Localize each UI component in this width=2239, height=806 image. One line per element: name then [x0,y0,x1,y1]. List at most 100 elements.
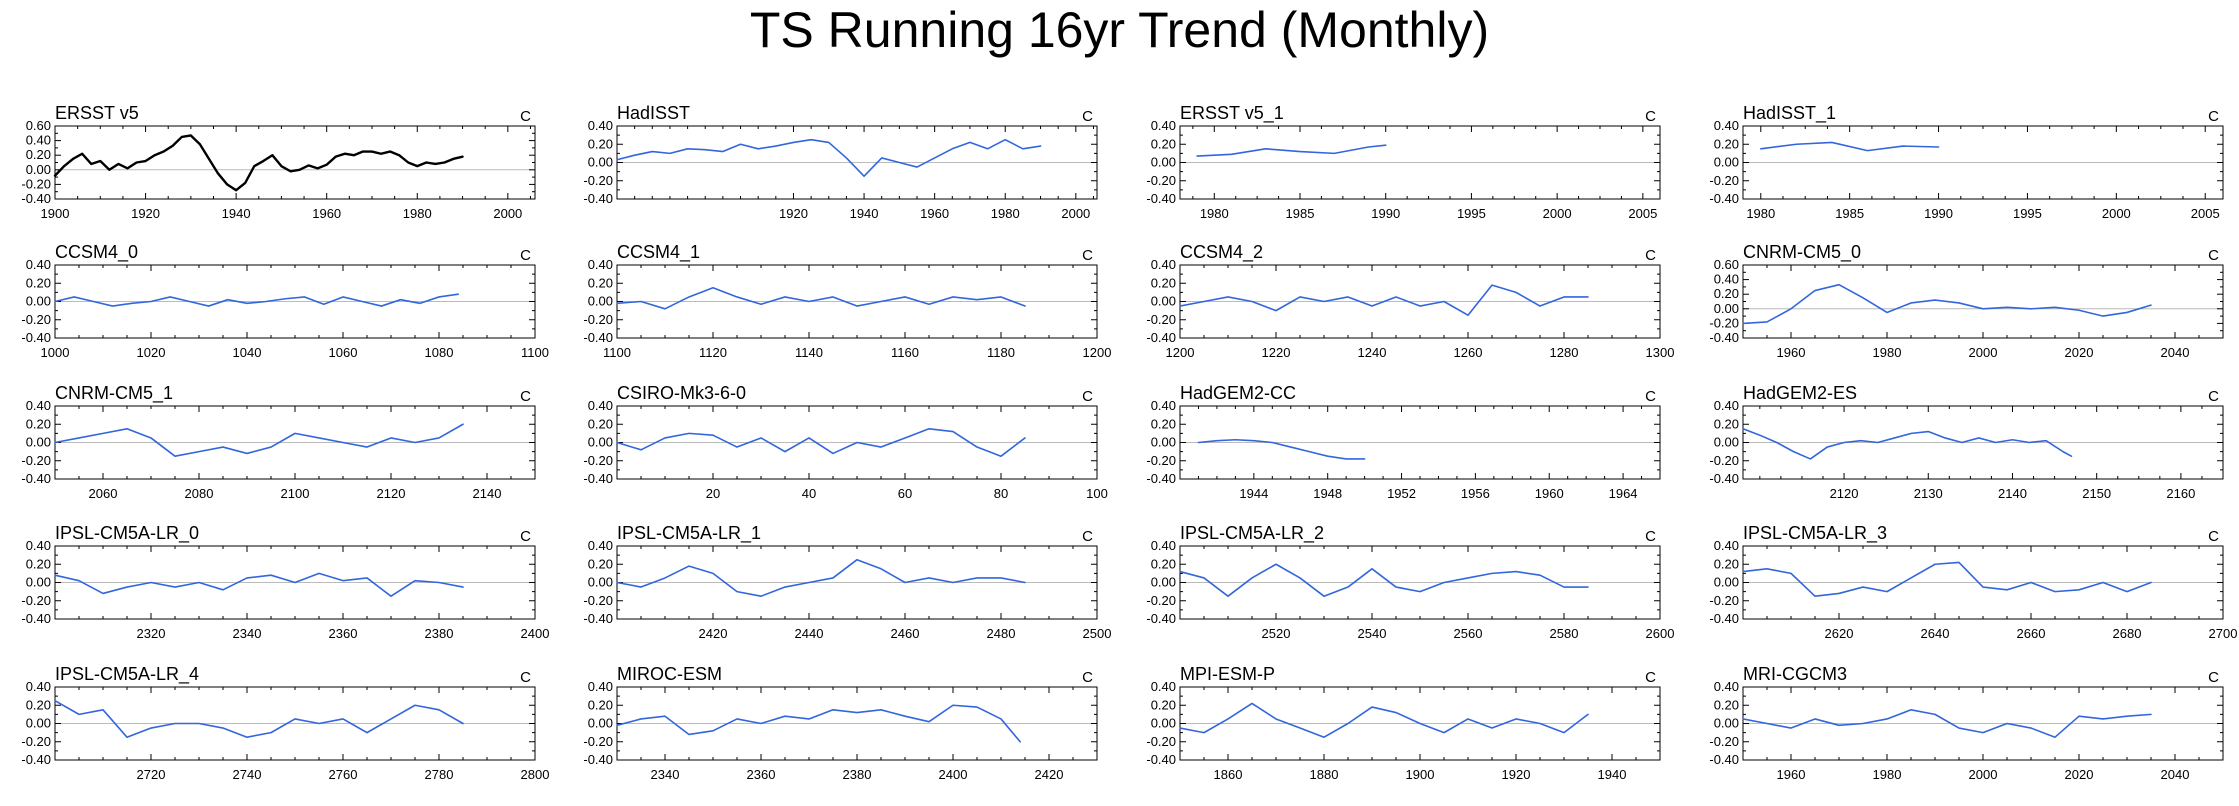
x-tick-label: 1960 [312,206,341,221]
y-tick-label: 0.40 [588,398,613,413]
x-tick-label: 1980 [1873,345,1902,360]
plot-frame [54,125,536,200]
x-tick-label: 2140 [1998,486,2027,501]
y-tick-label: 0.00 [588,575,613,590]
y-tick-label: 0.20 [1714,416,1739,431]
x-tick-label: 1900 [41,206,70,221]
x-tick-label: 2100 [281,486,310,501]
x-tick-label: 100 [1086,486,1108,501]
x-tick-label: 1040 [233,345,262,360]
panel-title: IPSL-CM5A-LR_3 [1743,523,1887,544]
y-tick-label: 0.20 [588,275,613,290]
x-tick-label: 1990 [1924,206,1953,221]
x-tick-label: 1100 [521,345,549,360]
y-tick-label: -0.40 [1146,330,1176,345]
plot-frame [1742,264,2224,339]
x-tick-label: 1990 [1371,206,1400,221]
y-tick-label: -0.20 [583,734,613,749]
y-tick-label: 0.40 [1151,398,1176,413]
unit-label: C [520,247,531,264]
x-tick-label: 2140 [473,486,502,501]
unit-label: C [1082,528,1093,545]
x-tick-label: 1985 [1286,206,1315,221]
x-tick-label: 1952 [1387,486,1416,501]
y-tick-label: -0.20 [21,176,51,191]
y-tick-label: 0.40 [26,133,51,148]
y-tick-label: 0.40 [1714,118,1739,133]
x-tick-label: 1860 [1214,767,1243,782]
x-tick-label: 2020 [2065,767,2094,782]
y-tick-label: -0.40 [583,191,613,206]
x-tick-label: 1964 [1609,486,1638,501]
x-tick-label: 2005 [1628,206,1657,221]
panel-title: HadISST [617,103,690,123]
y-tick-label: 0.40 [588,257,613,272]
y-tick-label: 0.20 [1714,697,1739,712]
y-tick-label: 0.40 [588,538,613,553]
x-tick-label: 2640 [1921,626,1950,641]
y-tick-label: 0.00 [26,716,51,731]
series-line [54,699,464,738]
y-tick-label: -0.20 [1146,173,1176,188]
x-tick-label: 1940 [850,206,879,221]
y-tick-label: -0.40 [1146,611,1176,626]
y-tick-label: 0.20 [1151,416,1176,431]
x-tick-label: 2060 [89,486,118,501]
x-tick-label: 1980 [991,206,1020,221]
y-tick-label: -0.40 [1146,752,1176,767]
x-tick-label: 2120 [377,486,406,501]
x-tick-label: 1220 [1262,345,1291,360]
y-tick-label: 0.00 [1151,716,1176,731]
x-tick-label: 1080 [425,345,454,360]
y-tick-label: -0.40 [1709,752,1739,767]
y-tick-label: -0.40 [583,611,613,626]
panel-title: MPI-ESM-P [1180,664,1275,684]
series-line [54,423,464,457]
unit-label: C [1082,388,1093,405]
y-tick-label: 0.40 [1151,118,1176,133]
x-tick-label: 1900 [1406,767,1435,782]
x-tick-label: 1260 [1454,345,1483,360]
x-tick-label: 1980 [1873,767,1902,782]
y-tick-label: -0.40 [1709,191,1739,206]
x-tick-label: 2420 [699,626,728,641]
panel-title: MRI-CGCM3 [1743,664,1847,684]
y-tick-label: -0.20 [1146,593,1176,608]
y-tick-label: -0.20 [1709,734,1739,749]
x-tick-label: 2580 [1550,626,1579,641]
x-tick-label: 2360 [747,767,776,782]
x-tick-label: 1948 [1313,486,1342,501]
x-tick-label: 2740 [233,767,262,782]
x-tick-label: 1920 [1502,767,1531,782]
y-tick-label: 0.40 [1714,679,1739,694]
y-tick-label: -0.40 [1709,611,1739,626]
unit-label: C [2208,388,2219,405]
x-tick-label: 20 [706,486,720,501]
x-tick-label: 2080 [185,486,214,501]
x-tick-label: 2440 [795,626,824,641]
x-tick-label: 40 [802,486,816,501]
x-tick-label: 2660 [2017,626,2046,641]
x-tick-label: 2000 [1969,767,1998,782]
y-tick-label: 0.00 [1151,435,1176,450]
x-tick-label: 1920 [779,206,808,221]
panel-title: CNRM-CM5_1 [55,383,173,404]
series-line [1742,428,2073,460]
unit-label: C [1082,247,1093,264]
y-tick-label: -0.40 [1709,471,1739,486]
x-tick-label: 1200 [1083,345,1112,360]
x-tick-label: 1980 [1746,206,1775,221]
y-tick-label: 0.40 [1151,257,1176,272]
unit-label: C [520,388,531,405]
y-tick-label: 0.20 [588,697,613,712]
x-tick-label: 1240 [1358,345,1387,360]
unit-label: C [2208,528,2219,545]
x-tick-label: 2380 [843,767,872,782]
unit-label: C [1645,247,1656,264]
x-tick-label: 2340 [233,626,262,641]
unit-label: C [520,108,531,125]
x-tick-label: 2460 [891,626,920,641]
y-tick-label: -0.40 [1709,330,1739,345]
x-tick-label: 2420 [1035,767,1064,782]
